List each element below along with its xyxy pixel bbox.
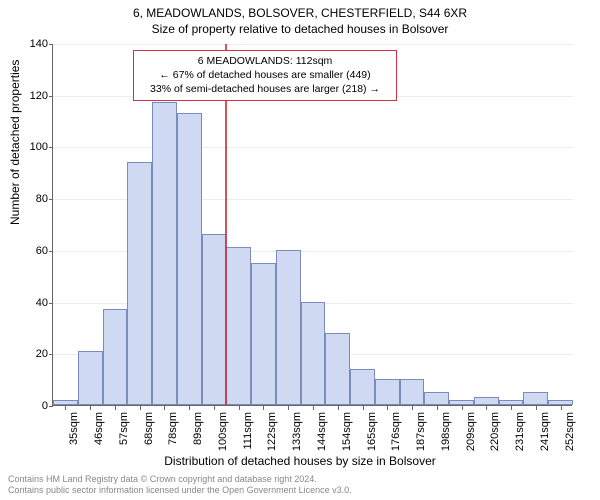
- x-tick-mark: [239, 406, 240, 410]
- gridline: [53, 44, 573, 45]
- y-tick-mark: [49, 199, 53, 200]
- histogram-bar: [53, 400, 78, 405]
- x-tick-mark: [313, 406, 314, 410]
- x-tick-mark: [288, 406, 289, 410]
- x-tick-mark: [65, 406, 66, 410]
- page-subtitle: Size of property relative to detached ho…: [0, 22, 600, 36]
- y-tick-label: 100: [18, 141, 48, 153]
- y-tick-mark: [49, 354, 53, 355]
- x-tick-mark: [115, 406, 116, 410]
- x-tick-mark: [462, 406, 463, 410]
- y-tick-mark: [49, 44, 53, 45]
- x-tick-mark: [164, 406, 165, 410]
- histogram-bar: [177, 113, 202, 405]
- x-tick-mark: [189, 406, 190, 410]
- x-tick-mark: [486, 406, 487, 410]
- x-tick-mark: [561, 406, 562, 410]
- y-tick-mark: [49, 406, 53, 407]
- x-tick-mark: [338, 406, 339, 410]
- y-tick-mark: [49, 147, 53, 148]
- histogram-bar: [400, 379, 425, 405]
- x-tick-mark: [263, 406, 264, 410]
- x-tick-mark: [363, 406, 364, 410]
- page-title: 6, MEADOWLANDS, BOLSOVER, CHESTERFIELD, …: [0, 6, 600, 20]
- footer-line-1: Contains HM Land Registry data © Crown c…: [8, 474, 352, 485]
- histogram-bar: [202, 234, 227, 405]
- y-tick-mark: [49, 303, 53, 304]
- x-tick-mark: [214, 406, 215, 410]
- annotation-line: 6 MEADOWLANDS: 112sqm: [140, 54, 390, 68]
- histogram-bar: [523, 392, 548, 405]
- attribution-footer: Contains HM Land Registry data © Crown c…: [8, 474, 352, 497]
- x-tick-mark: [90, 406, 91, 410]
- chart-area: 02040608010012014035sqm46sqm57sqm68sqm78…: [52, 44, 572, 406]
- x-tick-mark: [412, 406, 413, 410]
- histogram-bar: [103, 309, 128, 405]
- histogram-bar: [78, 351, 103, 405]
- y-tick-label: 0: [18, 400, 48, 412]
- y-tick-mark: [49, 251, 53, 252]
- x-tick-mark: [536, 406, 537, 410]
- footer-line-2: Contains public sector information licen…: [8, 485, 352, 496]
- y-tick-label: 80: [18, 193, 48, 205]
- histogram-bar: [350, 369, 375, 405]
- histogram-bar: [251, 263, 276, 405]
- y-tick-label: 20: [18, 348, 48, 360]
- histogram-bar: [375, 379, 400, 405]
- histogram-bar: [301, 302, 326, 405]
- histogram-bar: [474, 397, 499, 405]
- annotation-line: 33% of semi-detached houses are larger (…: [140, 82, 390, 96]
- gridline: [53, 147, 573, 148]
- y-tick-label: 140: [18, 38, 48, 50]
- x-axis-label: Distribution of detached houses by size …: [0, 454, 600, 468]
- x-tick-mark: [437, 406, 438, 410]
- histogram-bar: [548, 400, 573, 405]
- histogram-bar: [127, 162, 152, 405]
- histogram-bar: [449, 400, 474, 405]
- y-tick-mark: [49, 96, 53, 97]
- y-tick-label: 40: [18, 297, 48, 309]
- x-tick-mark: [387, 406, 388, 410]
- y-tick-label: 60: [18, 245, 48, 257]
- annotation-line: ← 67% of detached houses are smaller (44…: [140, 68, 390, 82]
- histogram-bar: [276, 250, 301, 405]
- histogram-bar: [424, 392, 449, 405]
- x-tick-mark: [140, 406, 141, 410]
- annotation-callout: 6 MEADOWLANDS: 112sqm← 67% of detached h…: [133, 50, 397, 101]
- histogram-bar: [499, 400, 524, 405]
- plot-area: 02040608010012014035sqm46sqm57sqm68sqm78…: [52, 44, 572, 406]
- y-tick-label: 120: [18, 90, 48, 102]
- histogram-bar: [226, 247, 251, 405]
- histogram-bar: [152, 102, 177, 405]
- histogram-bar: [325, 333, 350, 405]
- x-tick-mark: [511, 406, 512, 410]
